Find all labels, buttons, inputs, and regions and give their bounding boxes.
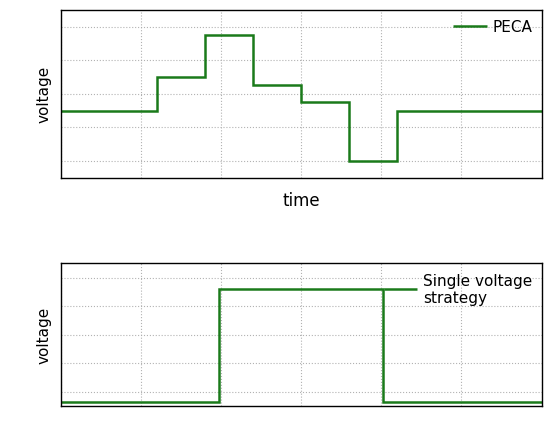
Y-axis label: voltage: voltage [36,307,52,364]
PECA [201,34,208,39]
PECA [346,101,353,106]
Single voltage
strategy [379,399,386,405]
PECA [538,109,545,114]
PECA [153,75,160,80]
Single voltage
strategy [538,399,545,405]
PECA [250,84,256,89]
PECA [153,109,160,114]
Single voltage
strategy [216,399,223,405]
PECA [201,75,208,80]
PECA [394,109,400,114]
Legend: Single voltage
strategy: Single voltage strategy [382,271,534,307]
Y-axis label: voltage: voltage [36,66,52,123]
PECA [346,159,353,164]
Single voltage
strategy [216,287,223,292]
Single voltage
strategy [57,399,64,405]
Legend: PECA: PECA [452,18,534,37]
PECA [250,34,256,39]
PECA [394,159,400,164]
PECA [466,109,473,114]
Single voltage
strategy [379,287,386,292]
PECA [298,84,305,89]
Line: PECA: PECA [60,36,542,162]
PECA [298,101,305,106]
PECA [57,109,64,114]
X-axis label: time: time [282,192,320,209]
PECA [466,109,473,114]
Line: Single voltage
strategy: Single voltage strategy [60,289,542,402]
